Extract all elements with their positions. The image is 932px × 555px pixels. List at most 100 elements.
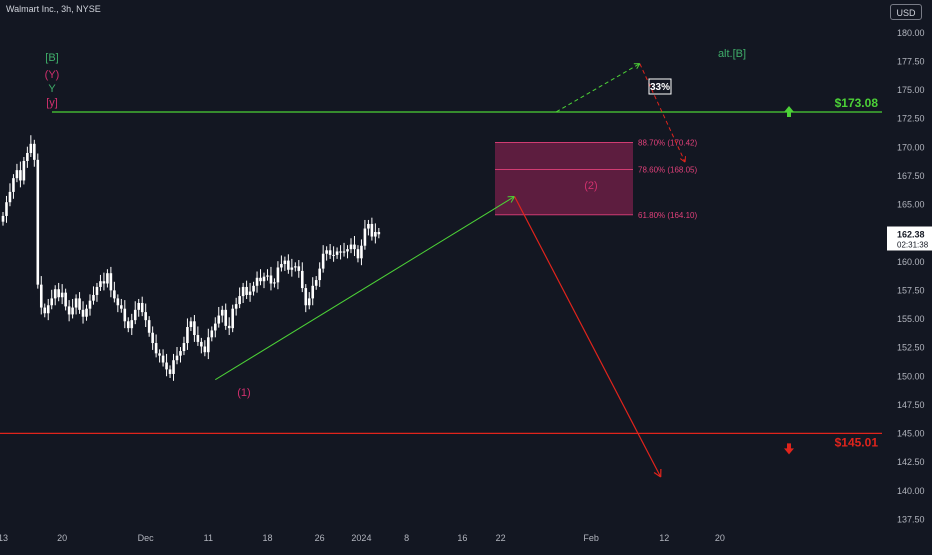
candle-body [120,305,123,309]
x-tick-label: Feb [583,533,599,543]
probability-label: 33% [650,82,670,93]
candle-body [130,320,134,329]
candle-body [252,285,255,292]
y-tick-label: 165.00 [897,200,925,210]
candle-body [374,231,377,237]
candle-body [140,302,144,313]
candle-body [53,289,57,299]
candle-body [26,152,29,161]
candle-body [328,250,332,255]
forecast-arrowhead [653,469,662,478]
wave-label: (2) [584,180,597,192]
candle-body [161,355,165,363]
y-tick-label: 152.50 [897,343,925,353]
candle-body [314,280,318,286]
y-tick-label: 157.50 [897,285,925,295]
candle-body [287,260,290,270]
candle-body [158,353,161,356]
candle-body [300,270,304,289]
wave-label: [y] [46,97,58,109]
candle-body [67,306,71,315]
candle-body [297,266,301,271]
symbol-header: Walmart Inc., 3h, NYSE [6,4,101,14]
candle-body [137,302,141,310]
y-tick-label: 140.00 [897,486,925,496]
support-label: $145.01 [835,435,879,449]
candle-body [207,337,210,353]
candle-body [179,351,182,356]
y-tick-label: 137.50 [897,514,925,524]
x-tick-label: 22 [496,533,506,543]
candle-body [29,143,33,153]
y-tick-label: 175.00 [897,85,925,95]
candle-body [245,286,248,295]
wave-label: alt.[B] [718,48,746,60]
candle-body [311,285,315,299]
candle-body [217,315,221,324]
candle-body [325,250,328,254]
y-tick-label: 177.50 [897,56,925,66]
candle-body [74,298,78,308]
candle-body [259,277,262,282]
candle-body [231,308,234,329]
x-tick-label: 2024 [351,533,371,543]
fib-level-label: 61.80% (164.10) [638,211,697,220]
candle-body [321,253,325,269]
x-tick-label: 13 [0,533,8,543]
x-tick-label: 20 [715,533,725,543]
candle-body [241,286,245,297]
candle-body [339,251,342,253]
candle-body [283,260,287,265]
candle-body [203,346,207,353]
x-tick-label: 18 [262,533,272,543]
candle-body [273,282,276,284]
x-tick-label: 16 [457,533,467,543]
candle-body [78,298,81,310]
x-tick-label: 20 [57,533,67,543]
candle-body [248,291,252,295]
candle-body [5,202,8,216]
candle-body [109,273,113,291]
x-tick-label: Dec [138,533,155,543]
wave-label: (1) [237,387,250,399]
forecast-line [514,196,662,478]
currency-button[interactable]: USD [890,4,922,20]
candle-body [234,304,238,309]
candle-body [175,355,179,361]
y-tick-label: 167.50 [897,171,925,181]
y-tick-label: 155.00 [897,314,925,324]
candle-body [95,286,99,295]
wave-label: (Y) [45,69,60,81]
x-tick-label: 12 [659,533,669,543]
countdown: 02:31:38 [897,240,929,249]
candle-body [377,231,381,235]
wave-label: [B] [45,52,58,64]
candle-body [349,244,353,250]
fib-zone [495,142,633,215]
channel-arrowhead [507,195,515,203]
candle-body [85,308,88,317]
candle-body [60,292,64,298]
candle-body [22,160,26,181]
candle-body [363,228,367,246]
candle-body [210,330,214,338]
candle-body [276,267,280,283]
candle-body [46,305,50,314]
y-tick-label: 145.00 [897,429,925,439]
candle-body [318,268,321,281]
candle-body [19,170,22,181]
alt-down-arrowhead [679,156,686,163]
candle-body [71,307,74,315]
x-tick-label: 8 [404,533,409,543]
trend-channel-line [215,196,515,381]
candle-body [92,294,95,301]
candle-body [88,300,92,309]
candle-body [106,273,109,284]
price-badge [887,226,932,251]
x-tick-label: 26 [315,533,325,543]
candle-body [370,223,374,237]
candle-body [189,321,193,328]
candle-body [172,360,175,374]
